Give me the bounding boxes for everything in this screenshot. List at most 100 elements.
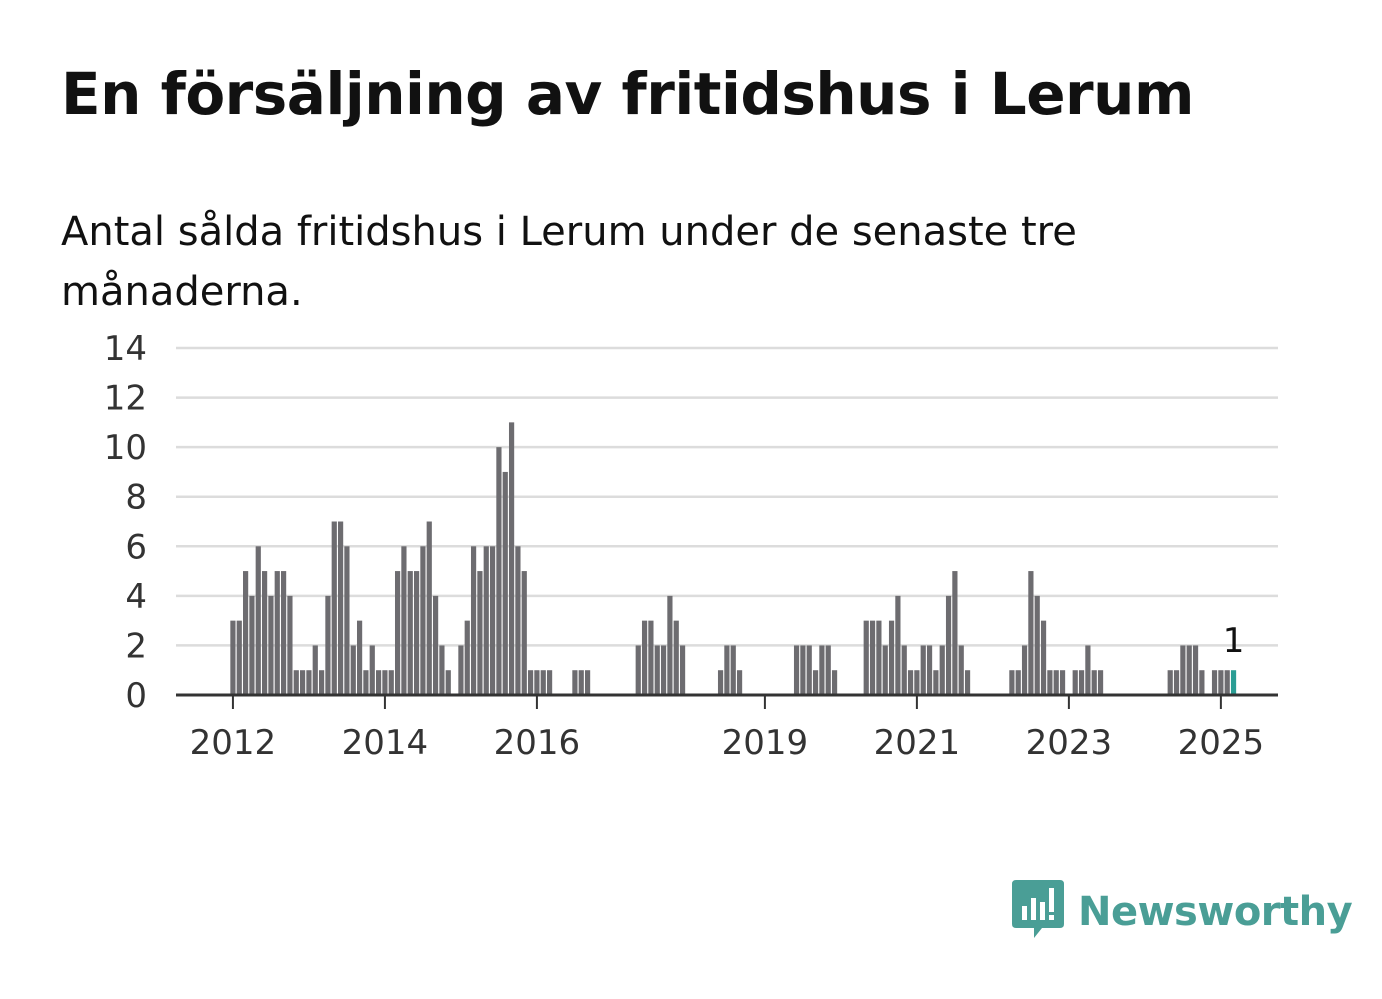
bar [717, 670, 724, 695]
bar [445, 670, 451, 695]
bar [1053, 670, 1059, 695]
bar [907, 670, 914, 695]
bar [458, 645, 464, 695]
bar [230, 620, 236, 695]
bar [641, 620, 648, 695]
bar [407, 571, 413, 695]
bar [1173, 670, 1180, 695]
bar [1091, 670, 1097, 695]
y-tick-label: 4 [125, 577, 147, 617]
bar [730, 645, 736, 695]
bar [584, 670, 591, 695]
x-axis-tick-labels: 2012 2014 2016 2019 2021 2023 2025 [190, 695, 1264, 763]
bars [230, 422, 1237, 695]
brand-name: Newsworthy [1078, 889, 1353, 935]
bar [863, 620, 869, 695]
bar [350, 645, 356, 695]
bar-latest [1230, 670, 1237, 695]
bar [1028, 571, 1034, 695]
bar [515, 546, 521, 695]
x-tick-label: 2019 [722, 723, 809, 763]
bar [325, 595, 331, 695]
bar [1085, 645, 1091, 695]
grid-lines [176, 346, 1278, 647]
bar [470, 546, 477, 695]
bar [508, 422, 515, 695]
bar [249, 595, 255, 695]
bar [413, 571, 420, 695]
bar [800, 645, 806, 695]
bar [578, 670, 584, 695]
bar [1224, 670, 1230, 695]
x-tick-label: 2016 [494, 723, 581, 763]
bar [1186, 645, 1192, 695]
bar [293, 670, 299, 695]
bar [527, 670, 534, 695]
bar [679, 645, 686, 695]
bar [654, 645, 660, 695]
bar [831, 670, 838, 695]
bar [1072, 670, 1078, 695]
bar [901, 645, 907, 695]
bar [895, 595, 901, 695]
chart-title: En försäljning av fritidshus i Lerum [61, 60, 1194, 128]
bar [318, 670, 325, 695]
bar [882, 645, 888, 695]
bar [540, 670, 546, 695]
y-tick-label: 12 [104, 379, 147, 419]
bar [521, 571, 527, 695]
x-tick-label: 2012 [190, 723, 277, 763]
bar [287, 595, 293, 695]
y-tick-label: 8 [125, 478, 147, 518]
bar [1078, 670, 1085, 695]
bar [489, 546, 496, 695]
bar [806, 645, 812, 695]
bar [280, 571, 287, 695]
bar [331, 521, 337, 695]
bar [939, 645, 945, 695]
bar [667, 595, 673, 695]
bar [1040, 620, 1047, 695]
bar [382, 670, 388, 695]
bar [420, 546, 426, 695]
bar [432, 595, 439, 695]
bar [426, 521, 432, 695]
bar [648, 620, 654, 695]
bar [812, 670, 819, 695]
bar [439, 645, 445, 695]
bar [477, 571, 483, 695]
newsworthy-logo-icon [1012, 880, 1064, 944]
bar [876, 620, 882, 695]
x-tick-label: 2023 [1026, 723, 1113, 763]
bar [369, 645, 375, 695]
bar [306, 670, 312, 695]
bar [1097, 670, 1104, 695]
bar [914, 670, 920, 695]
bar [255, 546, 261, 695]
bar [793, 645, 800, 695]
bar [673, 620, 679, 695]
bar [920, 645, 926, 695]
bar [933, 670, 939, 695]
bar [312, 645, 318, 695]
bar [464, 620, 470, 695]
bar [483, 546, 489, 695]
bar [926, 645, 933, 695]
bar [1199, 670, 1205, 695]
bar [534, 670, 540, 695]
bar [401, 546, 407, 695]
bar [825, 645, 831, 695]
bar [337, 521, 344, 695]
bar [502, 471, 508, 695]
bar [356, 620, 363, 695]
bar [1167, 670, 1173, 695]
bar [572, 670, 578, 695]
bar [236, 620, 242, 695]
bar [274, 571, 280, 695]
x-tick-label: 2025 [1178, 723, 1265, 763]
bar [1015, 670, 1021, 695]
bar [1192, 645, 1199, 695]
bar [496, 447, 502, 695]
x-tick-label: 2021 [874, 723, 961, 763]
